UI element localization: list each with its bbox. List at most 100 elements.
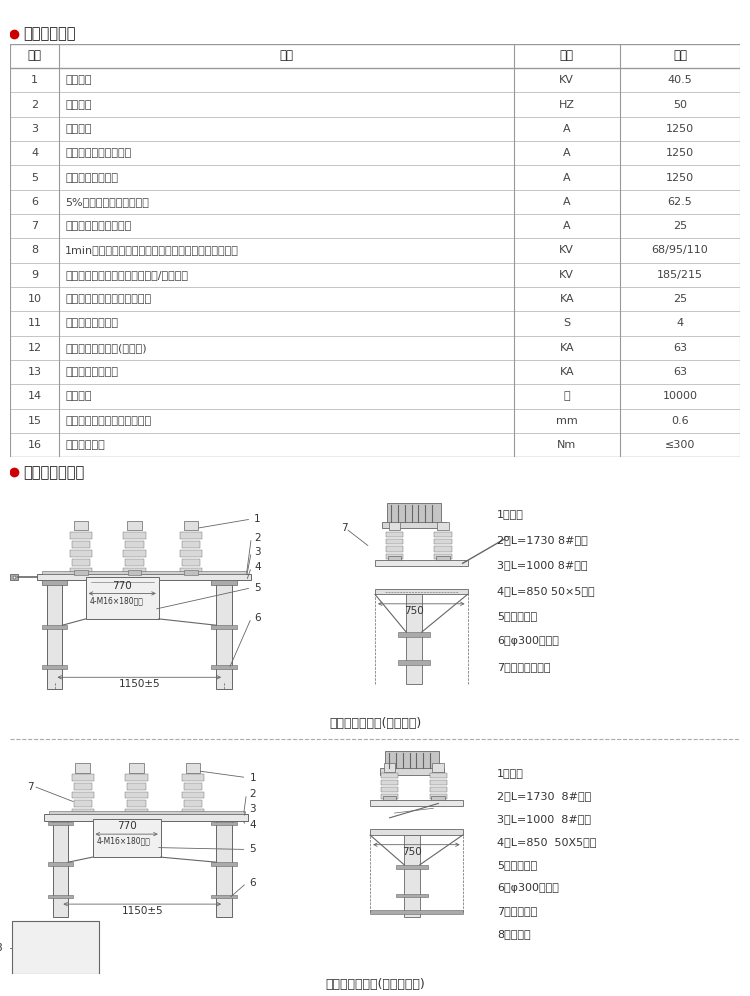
Text: 6、φ300电线杆: 6、φ300电线杆 [496,636,559,646]
Text: 6、φ300电线杆: 6、φ300电线杆 [496,882,559,892]
Text: 16: 16 [28,440,41,450]
Bar [74,783,92,790]
Bar [381,773,398,778]
Bar [386,554,404,559]
Bar [430,787,447,792]
Bar [183,572,200,576]
Bar [185,763,200,773]
Bar [48,863,73,866]
Text: 4: 4 [254,562,261,572]
Bar [74,521,88,530]
Text: 62.5: 62.5 [668,197,692,207]
Bar [434,532,452,537]
Text: KA: KA [560,343,574,353]
Bar [92,819,160,858]
Text: A: A [563,221,571,231]
Text: 机械寿命: 机械寿命 [65,391,92,401]
Text: 额定频率: 额定频率 [65,100,92,110]
Bar [406,595,422,684]
Bar [74,570,88,575]
Bar [434,554,452,559]
Text: 3: 3 [31,124,38,133]
Bar [182,541,200,548]
Bar [86,578,159,619]
Bar [398,660,430,665]
Text: 额定电压: 额定电压 [65,76,92,86]
Text: 3: 3 [249,804,256,814]
Text: 单位: 单位 [560,50,574,63]
Bar [381,780,398,785]
Text: mm: mm [556,415,578,425]
Text: 2: 2 [249,789,256,799]
Bar [397,893,427,897]
Text: 6: 6 [249,878,256,888]
Text: 项目: 项目 [280,50,293,63]
Text: A: A [563,148,571,158]
Text: 序号: 序号 [28,50,41,63]
Bar [125,559,144,566]
Text: 8: 8 [31,245,38,256]
Text: 7: 7 [341,524,347,534]
Bar [125,541,144,548]
Bar [430,794,447,799]
Text: 185/215: 185/215 [657,270,703,280]
Bar [370,800,463,807]
Bar [70,532,92,539]
Text: 15: 15 [28,415,41,425]
Text: 14: 14 [28,391,42,401]
Bar [73,572,89,576]
Text: 1、开关: 1、开关 [496,768,523,778]
Bar [70,569,92,575]
Text: 50: 50 [673,100,687,110]
Text: 770: 770 [112,581,132,591]
Text: Nm: Nm [557,440,577,450]
Text: 1250: 1250 [666,172,694,182]
Bar [70,550,92,557]
Text: 参数: 参数 [673,50,687,63]
Bar [370,910,463,913]
Text: 770: 770 [117,822,136,832]
Bar [382,522,446,529]
Bar [398,632,430,636]
Text: KV: KV [560,76,574,86]
Bar [48,894,73,898]
Text: 63: 63 [673,343,687,353]
Bar [71,809,94,816]
Bar [430,773,447,778]
Text: 8、控制箱: 8、控制箱 [496,929,530,939]
Bar [211,625,237,629]
Bar [436,556,450,560]
Bar [71,792,94,798]
Text: 68/95/110: 68/95/110 [652,245,708,256]
Text: 主要技术参数: 主要技术参数 [23,27,76,42]
Bar [211,863,237,866]
Bar [46,581,62,688]
Text: 2: 2 [254,533,261,543]
Bar [388,522,400,530]
Bar [380,768,444,775]
Text: A: A [563,124,571,133]
Bar [384,763,395,772]
Bar [386,546,404,552]
Text: 7: 7 [31,221,38,231]
Bar [184,570,198,575]
Bar [381,794,398,799]
Text: 1min工频耐受电压：真空断口、相同相对地、隔离断口: 1min工频耐受电压：真空断口、相同相对地、隔离断口 [65,245,239,256]
Text: HZ: HZ [559,100,574,110]
Bar [431,796,445,800]
Text: 750: 750 [402,847,422,857]
Bar [381,787,398,792]
Text: 8: 8 [0,943,2,953]
Bar [211,894,237,898]
Text: 7、手动操作手柄: 7、手动操作手柄 [496,662,550,672]
Bar [375,589,467,595]
Bar [42,625,68,629]
Bar [397,865,427,869]
Text: 10: 10 [28,294,41,304]
Bar [71,541,90,548]
Text: 1: 1 [249,773,256,783]
Bar [53,821,68,916]
Text: 额定电缆充电开断电流: 额定电缆充电开断电流 [65,221,131,231]
Text: 2、L=1730 8#槽钢: 2、L=1730 8#槽钢 [496,535,587,545]
Bar [180,569,202,575]
